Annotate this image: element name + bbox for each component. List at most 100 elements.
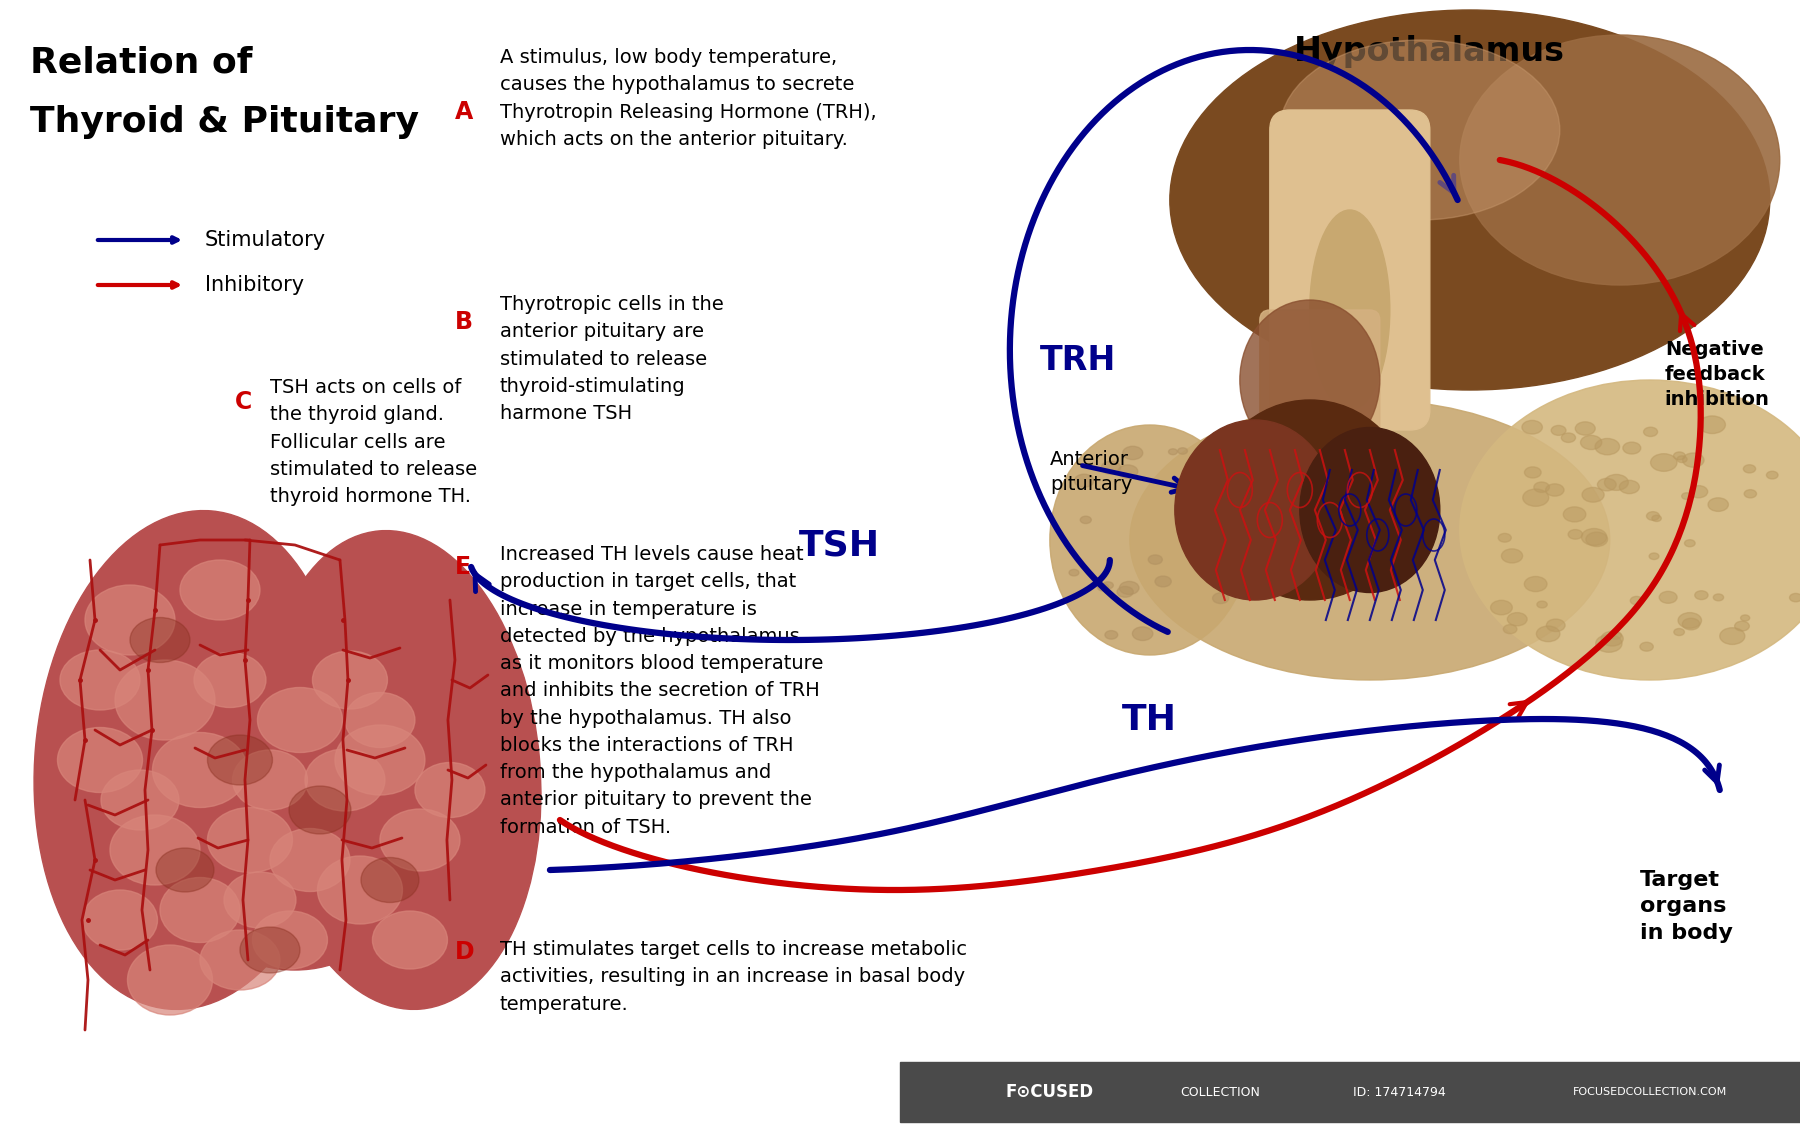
Text: Thyroid & Pituitary: Thyroid & Pituitary (31, 105, 419, 139)
Ellipse shape (1211, 493, 1228, 505)
Ellipse shape (1674, 451, 1685, 459)
Ellipse shape (304, 749, 385, 811)
Ellipse shape (130, 617, 191, 663)
Ellipse shape (270, 829, 349, 891)
Text: Relation of: Relation of (31, 45, 252, 78)
Ellipse shape (153, 732, 247, 807)
Ellipse shape (1741, 615, 1750, 621)
Ellipse shape (1201, 550, 1217, 561)
Ellipse shape (1640, 642, 1652, 652)
Ellipse shape (373, 911, 448, 969)
Text: TSH acts on cells of
the thyroid gland.
Follicular cells are
stimulated to relea: TSH acts on cells of the thyroid gland. … (270, 377, 477, 506)
Ellipse shape (1595, 439, 1620, 455)
Ellipse shape (1170, 10, 1769, 390)
Text: B: B (455, 310, 473, 334)
Text: E: E (455, 555, 472, 579)
Ellipse shape (207, 807, 292, 872)
Ellipse shape (1118, 587, 1134, 597)
Ellipse shape (1744, 465, 1755, 473)
Ellipse shape (1597, 479, 1616, 491)
Ellipse shape (1604, 474, 1629, 490)
Ellipse shape (1708, 498, 1728, 512)
Text: COLLECTION: COLLECTION (1179, 1086, 1260, 1098)
Ellipse shape (115, 659, 214, 740)
FancyBboxPatch shape (900, 1062, 1800, 1122)
Ellipse shape (1766, 471, 1778, 479)
Ellipse shape (1075, 474, 1094, 488)
Ellipse shape (1503, 624, 1517, 633)
Ellipse shape (1069, 570, 1078, 576)
Ellipse shape (1537, 601, 1548, 608)
Ellipse shape (1631, 597, 1643, 605)
Ellipse shape (1674, 629, 1685, 636)
Ellipse shape (1546, 619, 1566, 631)
Ellipse shape (1600, 631, 1624, 646)
Ellipse shape (1105, 631, 1118, 639)
Ellipse shape (1552, 425, 1566, 435)
Ellipse shape (101, 770, 178, 830)
Ellipse shape (232, 750, 308, 810)
Ellipse shape (1620, 480, 1640, 493)
Ellipse shape (1217, 566, 1229, 574)
Ellipse shape (313, 652, 387, 709)
Text: Stimulatory: Stimulatory (205, 230, 326, 250)
Ellipse shape (1609, 632, 1622, 639)
Ellipse shape (1789, 594, 1800, 601)
Text: Thyrotropic cells in the
anterior pituitary are
stimulated to release
thyroid-st: Thyrotropic cells in the anterior pituit… (500, 294, 724, 423)
Ellipse shape (1744, 490, 1757, 498)
Text: Inhibitory: Inhibitory (205, 275, 304, 294)
Ellipse shape (1080, 516, 1091, 523)
Ellipse shape (1580, 435, 1602, 449)
Ellipse shape (1098, 583, 1109, 591)
Ellipse shape (1652, 515, 1661, 522)
Text: TSH: TSH (799, 528, 880, 562)
Ellipse shape (1168, 449, 1177, 455)
Text: FOCUSEDCOLLECTION.COM: FOCUSEDCOLLECTION.COM (1573, 1087, 1726, 1097)
Ellipse shape (1643, 428, 1658, 437)
Ellipse shape (1103, 582, 1114, 589)
Text: TH: TH (1123, 703, 1177, 737)
Ellipse shape (1310, 210, 1390, 410)
Ellipse shape (1624, 442, 1642, 454)
Ellipse shape (1582, 488, 1604, 503)
Ellipse shape (1699, 416, 1726, 433)
Ellipse shape (1498, 533, 1512, 542)
Ellipse shape (1562, 507, 1586, 522)
Ellipse shape (207, 735, 272, 785)
Ellipse shape (157, 848, 214, 893)
Ellipse shape (110, 815, 200, 885)
Ellipse shape (1714, 594, 1724, 600)
Ellipse shape (1568, 530, 1582, 539)
Ellipse shape (1537, 626, 1561, 641)
Ellipse shape (1651, 454, 1678, 472)
Text: TH stimulates target cells to increase metabolic
activities, resulting in an inc: TH stimulates target cells to increase m… (500, 940, 967, 1013)
Ellipse shape (1678, 613, 1701, 629)
Ellipse shape (380, 810, 461, 871)
Ellipse shape (160, 878, 239, 943)
Ellipse shape (317, 856, 403, 924)
Ellipse shape (1523, 489, 1548, 506)
Text: F⊙CUSED: F⊙CUSED (1006, 1084, 1094, 1101)
Ellipse shape (1678, 456, 1687, 463)
Ellipse shape (416, 763, 484, 818)
Text: A: A (455, 100, 473, 124)
Ellipse shape (1507, 613, 1526, 625)
Ellipse shape (1049, 425, 1249, 655)
Ellipse shape (180, 561, 259, 620)
Text: Target
organs
in body: Target organs in body (1640, 870, 1733, 943)
Ellipse shape (1280, 40, 1561, 219)
Ellipse shape (1647, 512, 1660, 521)
Ellipse shape (1501, 549, 1523, 563)
Ellipse shape (83, 890, 157, 951)
Ellipse shape (200, 930, 281, 990)
Ellipse shape (1120, 581, 1139, 595)
Ellipse shape (1177, 448, 1188, 454)
Ellipse shape (1148, 555, 1163, 564)
Text: Increased TH levels cause heat
production in target cells, that
increase in temp: Increased TH levels cause heat productio… (500, 545, 823, 837)
Ellipse shape (1586, 532, 1607, 547)
Ellipse shape (223, 872, 295, 928)
Ellipse shape (1597, 634, 1622, 653)
Ellipse shape (1118, 465, 1138, 479)
Ellipse shape (1561, 433, 1575, 442)
Ellipse shape (1649, 553, 1660, 559)
